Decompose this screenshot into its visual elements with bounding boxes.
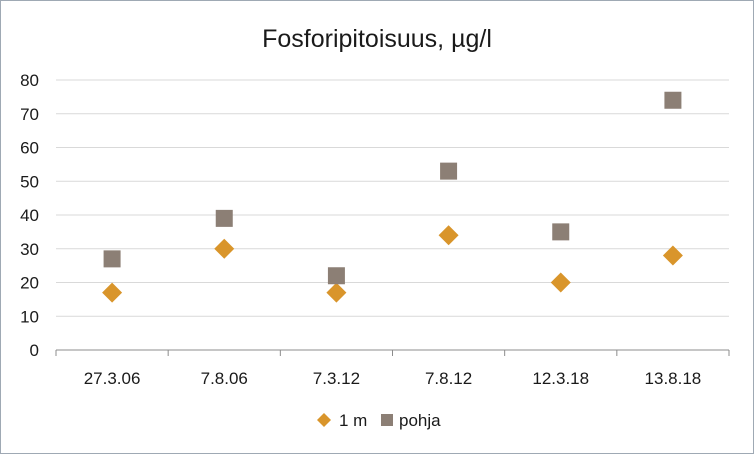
y-tick-label: 70 bbox=[20, 105, 39, 124]
x-tick-label: 7.8.12 bbox=[425, 369, 472, 388]
x-tick-label: 27.3.06 bbox=[84, 369, 141, 388]
x-axis: 27.3.06 7.8.06 7.3.12 7.8.12 12.3.18 13.8.18 bbox=[55, 349, 730, 388]
data-point-pohja bbox=[552, 223, 570, 241]
data-points bbox=[102, 91, 683, 303]
legend-marker-pohja bbox=[381, 414, 393, 426]
y-tick-label: 60 bbox=[20, 139, 39, 158]
data-point-1m bbox=[326, 282, 347, 303]
legend: 1 m pohja bbox=[317, 411, 441, 430]
data-point-1m bbox=[102, 282, 123, 303]
data-point-1m bbox=[550, 272, 571, 293]
y-tick-label: 50 bbox=[20, 172, 39, 191]
legend-label-1m: 1 m bbox=[339, 411, 367, 430]
data-point-pohja bbox=[327, 267, 345, 285]
legend-marker-1m bbox=[317, 413, 331, 427]
y-tick-label: 0 bbox=[30, 341, 39, 360]
y-axis-ticks: 0 10 20 30 40 50 60 70 80 bbox=[20, 71, 39, 360]
data-point-pohja bbox=[664, 91, 682, 109]
data-point-pohja bbox=[440, 162, 458, 180]
data-point-1m bbox=[214, 238, 235, 259]
y-tick-label: 80 bbox=[20, 71, 39, 90]
x-tick-label: 12.3.18 bbox=[532, 369, 589, 388]
data-point-1m bbox=[438, 225, 459, 246]
x-tick-label: 7.3.12 bbox=[313, 369, 360, 388]
y-tick-label: 10 bbox=[20, 307, 39, 326]
y-tick-label: 20 bbox=[20, 274, 39, 293]
data-point-pohja bbox=[103, 250, 121, 268]
data-point-pohja bbox=[215, 209, 233, 227]
x-tick-label: 7.8.06 bbox=[201, 369, 248, 388]
y-tick-label: 30 bbox=[20, 240, 39, 259]
y-tick-label: 40 bbox=[20, 206, 39, 225]
x-tick-label: 13.8.18 bbox=[645, 369, 702, 388]
gridlines bbox=[56, 79, 729, 317]
chart-title: Fosforipitoisuus, µg/l bbox=[262, 25, 492, 53]
legend-label-pohja: pohja bbox=[399, 411, 441, 430]
data-point-1m bbox=[662, 245, 683, 266]
